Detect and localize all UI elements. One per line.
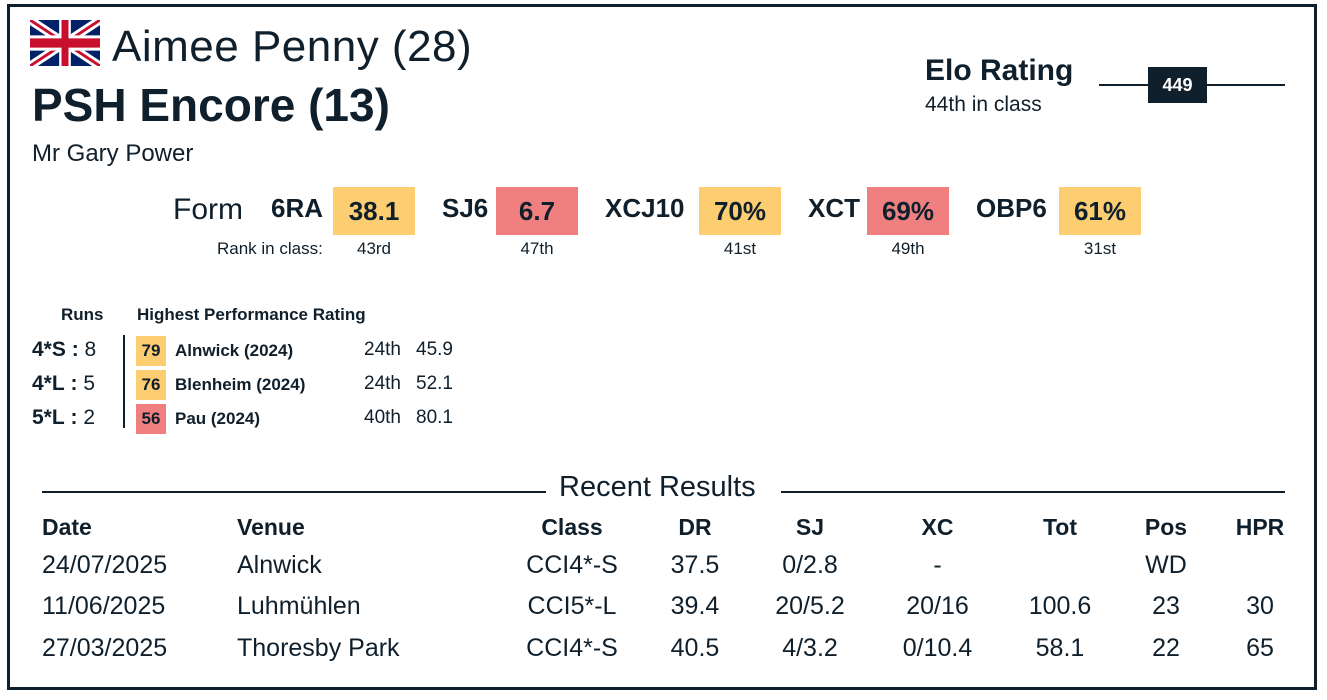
- form-metric-name: OBP6: [976, 193, 1047, 223]
- run-count: 2: [83, 406, 96, 429]
- result-xc: -: [933, 551, 942, 579]
- result-tot: 58.1: [1035, 634, 1085, 662]
- form-metric-name: 6RA: [271, 193, 324, 223]
- run-sep: :: [71, 338, 79, 361]
- result-venue: Alnwick: [237, 551, 322, 579]
- uk-flag-icon: [30, 20, 100, 66]
- form-metric-value: 61%: [1059, 187, 1141, 235]
- hpr-event: Pau (2024): [175, 409, 261, 428]
- rank-in-class-label: Rank in class:: [217, 239, 323, 258]
- run-level: 4*L: [32, 372, 65, 395]
- result-dr: 37.5: [670, 551, 720, 579]
- result-date: 24/07/2025: [42, 551, 168, 579]
- result-xc: 20/16: [906, 592, 969, 620]
- elo-class-rank: 44th in class: [925, 93, 1042, 116]
- result-venue: Thoresby Park: [237, 634, 400, 662]
- run-count: 5: [83, 372, 96, 395]
- form-metric-name: XCJ10: [605, 193, 685, 223]
- result-date: 27/03/2025: [42, 634, 168, 662]
- col-header-dr: DR: [678, 514, 712, 540]
- col-header-hpr: HPR: [1235, 514, 1285, 540]
- result-class: CCI5*-L: [527, 592, 617, 620]
- hpr-event: Alnwick (2024): [175, 341, 294, 360]
- result-date: 11/06/2025: [42, 592, 166, 620]
- form-metric-value: 38.1: [333, 187, 415, 235]
- col-header-sj: SJ: [795, 514, 825, 540]
- result-xc: 0/10.4: [902, 634, 973, 662]
- run-level: 5*L: [32, 406, 65, 429]
- runs-header: Runs: [61, 305, 104, 324]
- result-venue: Luhmühlen: [237, 592, 361, 620]
- run-level-row: 5*L : 2: [32, 406, 95, 430]
- rider-name: Aimee Penny (28): [112, 22, 473, 71]
- form-metric-rank: 31st: [1083, 239, 1117, 258]
- result-sj: 20/5.2: [775, 592, 845, 620]
- section-divider: [42, 491, 546, 493]
- col-header-venue: Venue: [237, 514, 305, 540]
- hpr-score: 52.1: [416, 373, 453, 394]
- result-sj: 0/2.8: [782, 551, 838, 579]
- result-class: CCI4*-S: [526, 634, 618, 662]
- form-metric-value: 69%: [867, 187, 949, 235]
- form-metric-name: SJ6: [442, 193, 489, 223]
- result-sj: 4/3.2: [782, 634, 838, 662]
- card-frame: [7, 4, 1317, 690]
- result-pos: 22: [1152, 634, 1180, 662]
- horse-name: PSH Encore (13): [32, 79, 390, 131]
- run-sep: :: [70, 406, 78, 429]
- hpr-event: Blenheim (2024): [175, 375, 306, 394]
- elo-value-badge: 449: [1148, 67, 1207, 103]
- hpr-score: 80.1: [416, 407, 453, 428]
- form-metric-value: 6.7: [496, 187, 578, 235]
- col-header-pos: Pos: [1144, 514, 1188, 540]
- result-dr: 39.4: [670, 592, 720, 620]
- recent-results-title: Recent Results: [559, 471, 756, 503]
- result-pos: WD: [1145, 551, 1187, 579]
- run-level: 4*S: [32, 338, 66, 361]
- run-level-row: 4*S : 8: [32, 338, 96, 362]
- hpr-badge: 56: [136, 404, 166, 434]
- run-count: 8: [84, 338, 97, 361]
- form-metric-rank: 41st: [723, 239, 757, 258]
- result-class: CCI4*-S: [526, 551, 618, 579]
- hpr-rank: 40th: [364, 407, 401, 428]
- run-sep: :: [70, 372, 78, 395]
- hpr-rank: 24th: [364, 339, 401, 360]
- form-metric-rank: 43rd: [356, 239, 392, 258]
- hpr-header: Highest Performance Rating: [137, 305, 366, 324]
- form-metric-rank: 47th: [520, 239, 554, 258]
- col-header-tot: Tot: [1042, 514, 1078, 540]
- result-pos: 23: [1152, 592, 1180, 620]
- runs-divider: [123, 335, 125, 428]
- elo-title: Elo Rating: [925, 54, 1074, 87]
- hpr-badge: 76: [136, 370, 166, 400]
- hpr-rank: 24th: [364, 373, 401, 394]
- section-divider: [781, 491, 1285, 493]
- owner-name: Mr Gary Power: [32, 140, 194, 167]
- result-tot: 100.6: [1028, 592, 1092, 620]
- form-metric-value: 70%: [699, 187, 781, 235]
- form-metric-name: XCT: [808, 193, 860, 223]
- col-header-date: Date: [42, 514, 92, 540]
- result-dr: 40.5: [670, 634, 720, 662]
- form-label: Form: [173, 193, 243, 226]
- result-hpr: 65: [1246, 634, 1274, 662]
- col-header-class: Class: [541, 514, 603, 540]
- result-hpr: 30: [1246, 592, 1274, 620]
- form-metric-rank: 49th: [891, 239, 925, 258]
- hpr-badge: 79: [136, 336, 166, 366]
- run-level-row: 4*L : 5: [32, 372, 95, 396]
- hpr-score: 45.9: [416, 339, 453, 360]
- col-header-xc: XC: [921, 514, 954, 540]
